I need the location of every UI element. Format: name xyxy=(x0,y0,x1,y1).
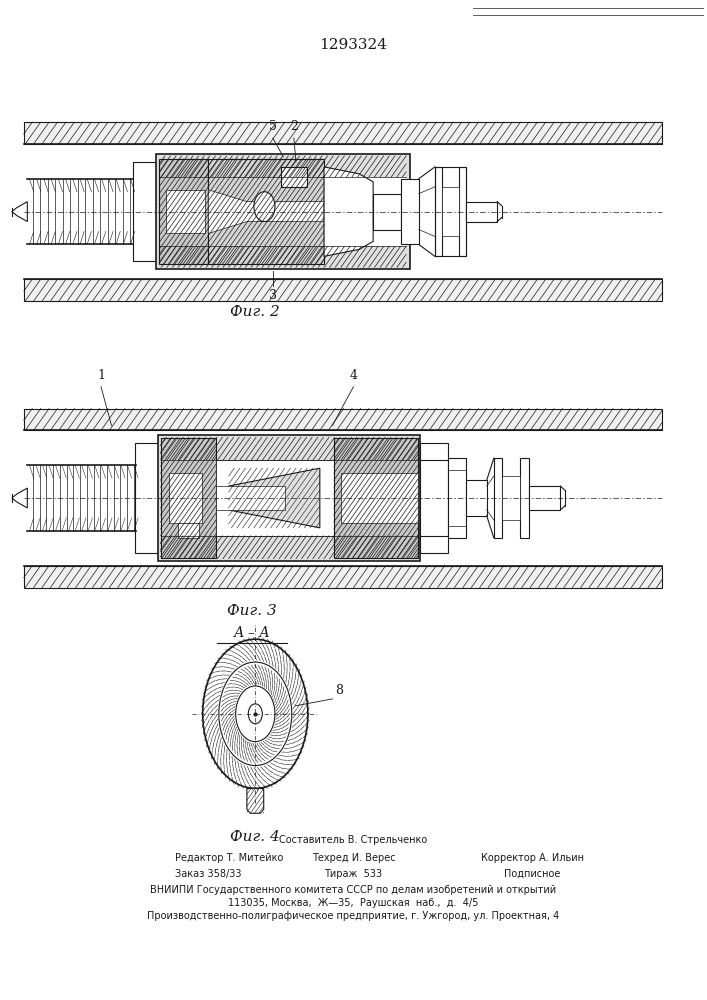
Text: 5: 5 xyxy=(269,120,276,133)
Text: 8: 8 xyxy=(335,684,344,697)
Polygon shape xyxy=(228,468,320,528)
Text: 1293324: 1293324 xyxy=(320,38,387,52)
Polygon shape xyxy=(281,167,307,187)
Polygon shape xyxy=(373,194,401,230)
Polygon shape xyxy=(520,458,529,538)
Polygon shape xyxy=(12,488,28,508)
Text: Фиг. 2: Фиг. 2 xyxy=(230,305,280,319)
Polygon shape xyxy=(158,435,420,561)
Text: Фиг. 4: Фиг. 4 xyxy=(230,830,280,844)
Text: Тираж  533: Тираж 533 xyxy=(325,869,382,879)
Polygon shape xyxy=(466,202,497,222)
Text: Подписное: Подписное xyxy=(504,869,561,879)
Polygon shape xyxy=(341,473,418,523)
Polygon shape xyxy=(24,279,662,301)
Circle shape xyxy=(254,192,275,222)
Polygon shape xyxy=(216,460,341,536)
Polygon shape xyxy=(156,154,409,269)
Polygon shape xyxy=(466,480,487,516)
Text: Корректор А. Ильин: Корректор А. Ильин xyxy=(481,853,584,863)
Text: 4: 4 xyxy=(349,369,358,382)
Polygon shape xyxy=(24,122,662,144)
Polygon shape xyxy=(442,187,459,236)
Text: Производственно-полиграфическое предприятие, г. Ужгород, ул. Проектная, 4: Производственно-полиграфическое предприя… xyxy=(147,911,560,921)
Polygon shape xyxy=(134,443,160,553)
Polygon shape xyxy=(169,473,202,523)
Circle shape xyxy=(235,686,275,742)
Polygon shape xyxy=(160,460,418,536)
Polygon shape xyxy=(178,523,199,538)
Text: 2: 2 xyxy=(290,120,298,133)
Polygon shape xyxy=(401,179,419,244)
Polygon shape xyxy=(209,159,324,264)
Polygon shape xyxy=(420,443,448,553)
Polygon shape xyxy=(448,458,466,538)
Polygon shape xyxy=(159,159,209,264)
Text: Фиг. 3: Фиг. 3 xyxy=(227,604,276,618)
Text: ВНИИПИ Государственного комитета СССР по делам изобретений и открытий: ВНИИПИ Государственного комитета СССР по… xyxy=(151,885,556,895)
Polygon shape xyxy=(159,177,406,246)
Text: 113035, Москва,  Ж—35,  Раушская  наб.,  д.  4/5: 113035, Москва, Ж—35, Раушская наб., д. … xyxy=(228,898,479,908)
Text: Составитель В. Стрельченко: Составитель В. Стрельченко xyxy=(279,835,428,845)
Polygon shape xyxy=(459,167,466,256)
Polygon shape xyxy=(216,486,285,510)
Circle shape xyxy=(203,639,308,788)
Polygon shape xyxy=(24,566,662,588)
Circle shape xyxy=(219,662,292,766)
Polygon shape xyxy=(166,190,205,233)
Polygon shape xyxy=(493,458,502,538)
Text: Редактор Т. Митейко: Редактор Т. Митейко xyxy=(175,853,283,863)
Polygon shape xyxy=(247,788,264,813)
Polygon shape xyxy=(529,486,561,510)
Text: 1: 1 xyxy=(97,369,105,382)
Text: Заказ 358/33: Заказ 358/33 xyxy=(175,869,241,879)
Polygon shape xyxy=(209,190,324,233)
Polygon shape xyxy=(160,438,216,558)
Text: 3: 3 xyxy=(269,289,277,302)
Polygon shape xyxy=(435,167,442,256)
Circle shape xyxy=(248,704,262,724)
Polygon shape xyxy=(24,409,662,430)
Polygon shape xyxy=(324,167,373,256)
Polygon shape xyxy=(12,202,28,222)
Text: А – А: А – А xyxy=(233,626,270,640)
Polygon shape xyxy=(132,162,157,261)
Text: Техред И. Верес: Техред И. Верес xyxy=(312,853,395,863)
Polygon shape xyxy=(334,438,418,558)
Polygon shape xyxy=(502,476,520,520)
